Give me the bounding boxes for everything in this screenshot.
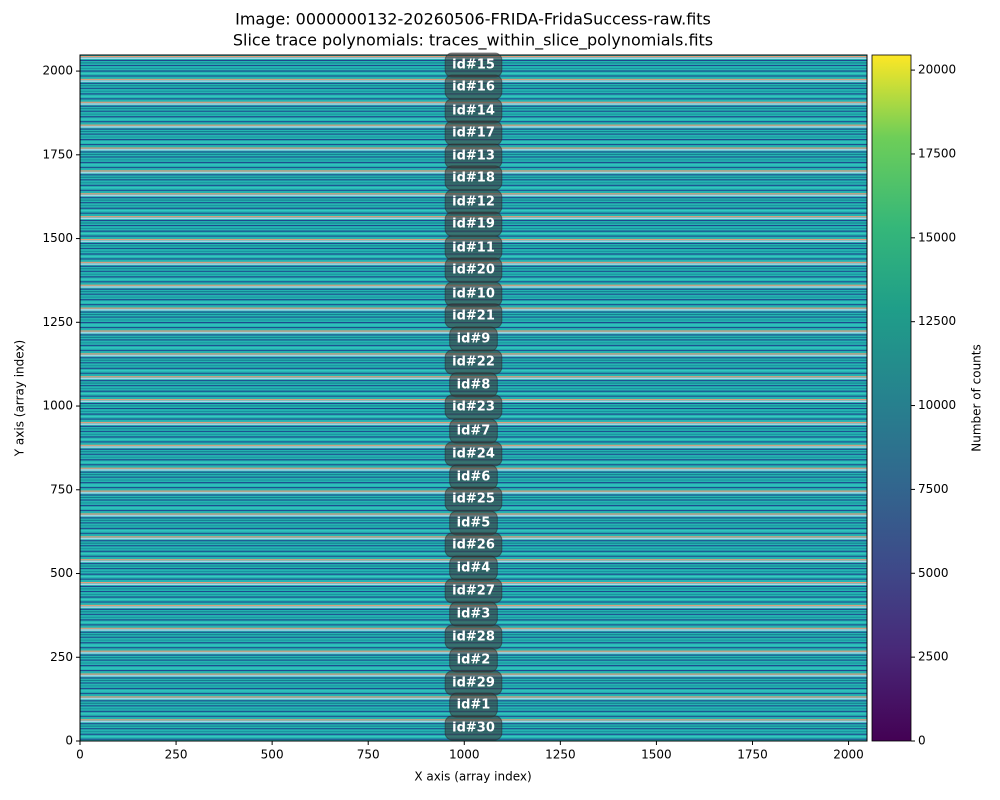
annotation-label: id#19: [452, 217, 495, 232]
x-tick-label: 1750: [737, 748, 768, 762]
y-tick-label: 500: [50, 566, 73, 580]
y-tick-label: 0: [65, 734, 73, 748]
x-axis-label: X axis (array index): [414, 770, 531, 784]
annotation-label: id#29: [452, 676, 495, 691]
colorbar-tick-label: 12500: [918, 314, 956, 328]
colorbar-label: Number of counts: [970, 344, 984, 452]
x-tick-label: 500: [261, 748, 284, 762]
colorbar-tick-label: 17500: [918, 146, 956, 160]
annotation-label: id#3: [457, 607, 491, 622]
annotation-label: id#1: [457, 698, 491, 713]
annotation-label: id#2: [457, 652, 491, 667]
annotation-label: id#17: [452, 126, 495, 141]
annotation-label: id#10: [452, 287, 495, 302]
colorbar-tick-label: 2500: [918, 650, 949, 664]
colorbar-tick-label: 15000: [918, 230, 956, 244]
annotation-label: id#13: [452, 149, 495, 164]
y-tick-label: 1250: [42, 315, 73, 329]
y-tick-label: 750: [50, 482, 73, 496]
annotation-label: id#11: [452, 240, 495, 255]
y-tick-label: 1500: [42, 231, 73, 245]
annotation-label: id#22: [452, 355, 495, 370]
y-tick-label: 1000: [42, 399, 73, 413]
x-tick-label: 750: [357, 748, 380, 762]
annotation-label: id#15: [452, 58, 495, 73]
x-tick-label: 1500: [641, 748, 672, 762]
annotation-label: id#12: [452, 195, 495, 210]
y-tick-label: 2000: [42, 64, 73, 78]
annotation-label: id#6: [457, 470, 491, 485]
annotation-label: id#18: [452, 170, 495, 185]
annotation-label: id#26: [452, 538, 495, 553]
annotation-label: id#8: [457, 377, 491, 392]
annotation-label: id#25: [452, 492, 495, 507]
x-tick-label: 2000: [833, 748, 864, 762]
annotation-label: id#28: [452, 630, 495, 645]
annotation-label: id#21: [452, 308, 495, 323]
annotation-label: id#16: [452, 80, 495, 95]
annotation-label: id#20: [452, 263, 495, 278]
annotation-label: id#5: [457, 515, 491, 530]
colorbar-tick-label: 5000: [918, 566, 949, 580]
x-tick-label: 1000: [449, 748, 480, 762]
colorbar-tick-label: 10000: [918, 398, 956, 412]
annotation-label: id#4: [457, 561, 491, 576]
colorbar-tick-label: 0: [918, 734, 926, 748]
annotation-box: [444, 715, 503, 741]
chart-title: Image: 0000000132-20260506-FRIDA-FridaSu…: [235, 10, 711, 29]
x-tick-label: 0: [76, 748, 84, 762]
colorbar-tick-label: 7500: [918, 482, 949, 496]
colorbar: [871, 54, 912, 742]
annotation-label: id#27: [452, 583, 495, 598]
x-tick-label: 250: [165, 748, 188, 762]
y-tick-label: 1750: [42, 147, 73, 161]
annotation-label: id#30: [452, 720, 495, 735]
annotation-label: id#14: [452, 103, 495, 118]
colorbar-tick-label: 20000: [918, 63, 956, 77]
annotation-label: id#7: [457, 424, 491, 439]
annotation-label: id#23: [452, 400, 495, 415]
chart-subtitle: Slice trace polynomials: traces_within_s…: [233, 31, 713, 51]
y-axis-label: Y axis (array index): [13, 340, 27, 457]
y-tick-label: 250: [50, 650, 73, 664]
x-tick-label: 1250: [545, 748, 576, 762]
annotation-label: id#9: [457, 332, 491, 347]
annotation-label: id#24: [452, 446, 495, 461]
